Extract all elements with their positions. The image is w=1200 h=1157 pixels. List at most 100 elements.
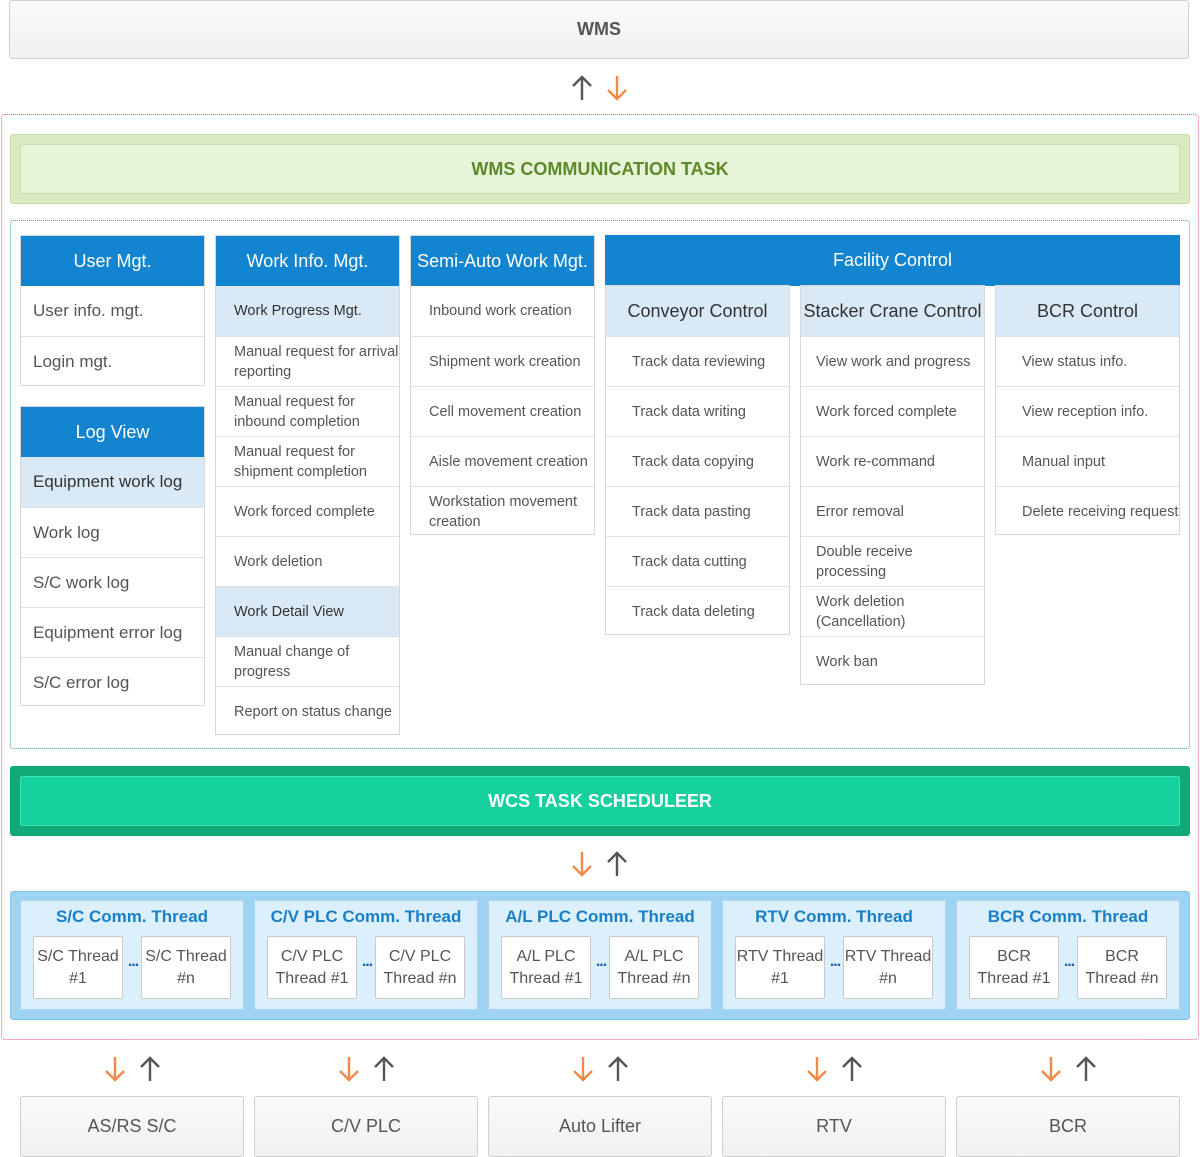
semi-auto-title: Semi-Auto Work Mgt.: [411, 236, 594, 286]
list-item: Cell movement creation: [411, 386, 594, 436]
list-item: Inbound work creation: [429, 303, 572, 319]
list-item: Manual request for inbound completion: [216, 386, 399, 436]
list-item: Track data writing: [606, 386, 789, 436]
list-item: Manual input: [996, 436, 1179, 486]
user-mgt-panel: User Mgt. User info. mgt. Login mgt.: [20, 235, 205, 386]
list-item: Work deletion: [216, 536, 399, 586]
bcr-control-panel: BCR Control View status info. View recep…: [995, 285, 1180, 535]
arrow-up-icon: [140, 1056, 160, 1081]
thread-group-title: BCR Comm. Thread: [987, 907, 1149, 926]
list-item: Work ban: [801, 636, 984, 686]
facility-control-header: Facility Control: [605, 235, 1180, 286]
list-item: S/C work log: [21, 557, 204, 607]
equipment-cv-plc: C/V PLC: [254, 1096, 478, 1157]
thread-ellipsis: ...: [829, 953, 841, 970]
equipment-bcr: BCR: [956, 1096, 1180, 1157]
scheduler-bar: WCS TASK SCHEDULEER: [20, 776, 1180, 826]
wms-label: WMS: [577, 19, 621, 39]
list-item: View work and progress: [801, 336, 984, 386]
log-view-subheader: Equipment work log: [21, 457, 204, 507]
thread-box-first: S/C Thread #1: [33, 936, 123, 999]
list-item: Track data reviewing: [606, 336, 789, 386]
log-view-panel: Log View Equipment work log Work log S/C…: [20, 406, 205, 706]
list-item: Work log: [21, 507, 204, 557]
list-item: User info. mgt.: [33, 301, 144, 320]
arrow-up-icon: [608, 1056, 628, 1081]
thread-group-sc: S/C Comm. Thread S/C Thread #1 ... S/C T…: [20, 900, 244, 1010]
equipment-auto-lifter: Auto Lifter: [488, 1096, 712, 1157]
thread-group-al: A/L PLC Comm. Thread A/L PLC Thread #1 .…: [488, 900, 712, 1010]
thread-group-rtv: RTV Comm. Thread RTV Thread #1 ... RTV T…: [722, 900, 946, 1010]
user-mgt-title: User Mgt.: [21, 236, 204, 286]
list-item: Work re-command: [801, 436, 984, 486]
list-item: Track data cutting: [606, 536, 789, 586]
thread-group-title: RTV Comm. Thread: [755, 907, 913, 926]
arrow-down-icon: [1041, 1057, 1061, 1082]
thread-ellipsis: ...: [361, 953, 373, 970]
thread-box-first: RTV Thread #1: [735, 936, 825, 999]
facility-control-title: Facility Control: [605, 235, 1180, 286]
list-item: Manual change of progress: [216, 636, 399, 686]
list-item: Work deletion (Cancellation): [801, 586, 984, 636]
list-item: Track data deleting: [606, 586, 789, 636]
list-item: Report on status change: [216, 686, 399, 736]
log-view-title: Log View: [21, 407, 204, 457]
arrow-down-icon: [607, 76, 627, 101]
list-item: Double receive processing: [801, 536, 984, 586]
wcs-boundary: [1, 114, 1199, 1040]
thread-group-bcr: BCR Comm. Thread BCR Thread #1 ... BCR T…: [956, 900, 1180, 1010]
equipment-asrs-sc: AS/RS S/C: [20, 1096, 244, 1157]
thread-box-last: S/C Thread #n: [141, 936, 231, 999]
work-detail-subheader: Work Detail View: [216, 586, 399, 636]
list-item: Equipment error log: [21, 607, 204, 657]
list-item: Workstation movement creation: [411, 486, 594, 536]
list-item: S/C error log: [21, 657, 204, 707]
list-item: Manual request for shipment completion: [216, 436, 399, 486]
scheduler-label: WCS TASK SCHEDULEER: [488, 790, 712, 811]
list-item: Shipment work creation: [411, 336, 594, 386]
arrow-up-icon: [374, 1056, 394, 1081]
semi-auto-panel: Semi-Auto Work Mgt. Inbound work creatio…: [410, 235, 595, 535]
work-info-panel: Work Info. Mgt. Work Progress Mgt. Manua…: [215, 235, 400, 735]
thread-group-title: A/L PLC Comm. Thread: [505, 907, 695, 926]
stacker-crane-title: Stacker Crane Control: [801, 286, 984, 336]
bcr-control-title: BCR Control: [996, 286, 1179, 336]
arrow-down-icon: [573, 1057, 593, 1082]
list-item: Work forced complete: [801, 386, 984, 436]
work-progress-subheader: Work Progress Mgt.: [216, 286, 399, 336]
arrow-up-icon: [572, 75, 592, 100]
thread-box-last: C/V PLC Thread #n: [375, 936, 465, 999]
conveyor-control-panel: Conveyor Control Track data reviewing Tr…: [605, 285, 790, 635]
arrow-up-icon: [842, 1056, 862, 1081]
list-item: Login mgt.: [21, 336, 204, 386]
module-area: [10, 220, 1190, 749]
list-item: Track data pasting: [606, 486, 789, 536]
thread-group-title: C/V PLC Comm. Thread: [270, 907, 462, 926]
thread-box-first: C/V PLC Thread #1: [267, 936, 357, 999]
thread-group-cv: C/V PLC Comm. Thread C/V PLC Thread #1 .…: [254, 900, 478, 1010]
comm-task-bar: WMS COMMUNICATION TASK: [20, 144, 1180, 194]
thread-box-last: A/L PLC Thread #n: [609, 936, 699, 999]
arrow-up-icon: [607, 851, 627, 876]
arrow-down-icon: [572, 852, 592, 877]
arrow-up-icon: [1076, 1056, 1096, 1081]
equipment-rtv: RTV: [722, 1096, 946, 1157]
work-info-title: Work Info. Mgt.: [216, 236, 399, 286]
list-item: Delete receiving request: [996, 486, 1179, 536]
conveyor-control-title: Conveyor Control: [606, 286, 789, 336]
list-item: View reception info.: [996, 386, 1179, 436]
thread-ellipsis: ...: [127, 953, 139, 970]
arrow-down-icon: [807, 1057, 827, 1082]
thread-group-title: S/C Comm. Thread: [55, 907, 209, 926]
list-item: Track data copying: [606, 436, 789, 486]
list-item: View status info.: [996, 336, 1179, 386]
list-item: Aisle movement creation: [411, 436, 594, 486]
list-item: Work forced complete: [216, 486, 399, 536]
thread-box-first: A/L PLC Thread #1: [501, 936, 591, 999]
arrow-down-icon: [105, 1057, 125, 1082]
thread-ellipsis: ...: [1063, 953, 1075, 970]
list-item: Error removal: [801, 486, 984, 536]
list-item: Manual request for arrival reporting: [216, 336, 399, 386]
stacker-crane-panel: Stacker Crane Control View work and prog…: [800, 285, 985, 685]
thread-box-last: RTV Thread #n: [843, 936, 933, 999]
